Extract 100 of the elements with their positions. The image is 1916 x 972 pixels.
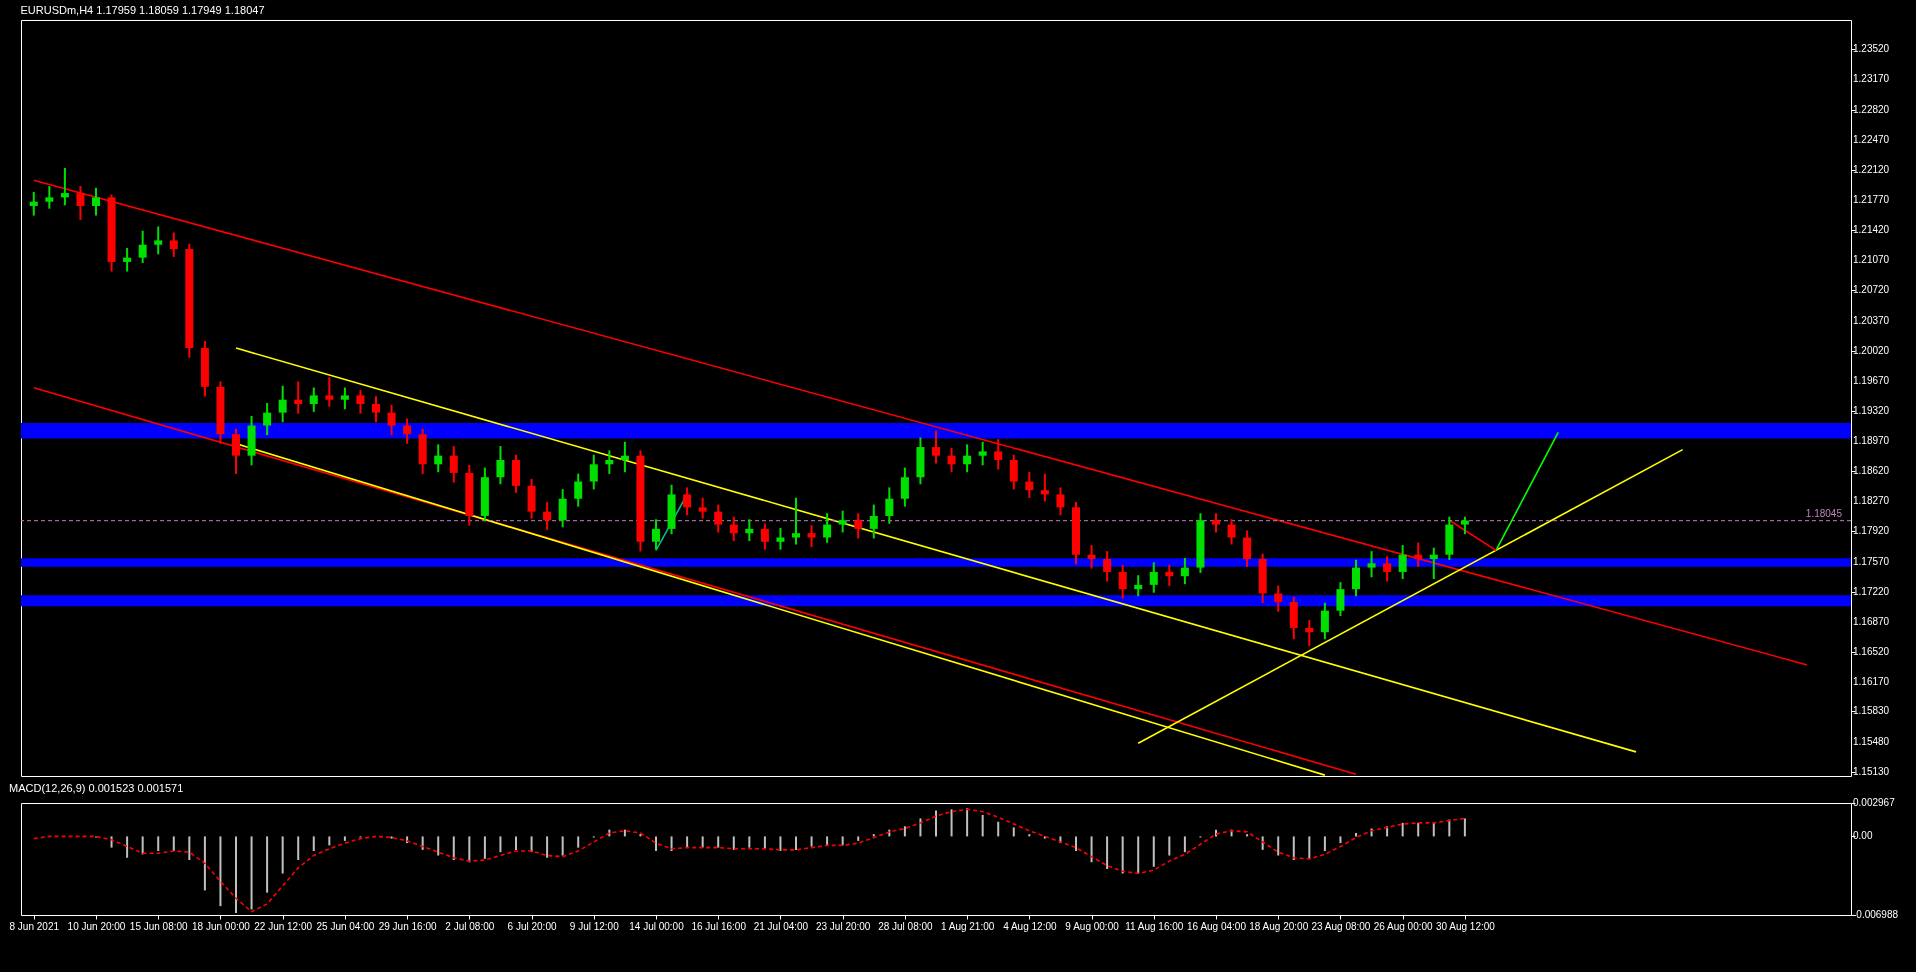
- bar: [1012, 827, 1015, 837]
- candlestick: [1118, 564, 1127, 599]
- y-tick-label: 1.16520: [1853, 646, 1890, 658]
- bar: [421, 836, 424, 850]
- y-tick-label: 0.002967: [1853, 797, 1896, 808]
- bar: [188, 836, 191, 861]
- bar: [841, 836, 844, 846]
- y-tick-label: -0.006988: [1853, 909, 1899, 920]
- x-tick-label: 4 Aug 12:00: [1003, 920, 1057, 932]
- y-tick-label: 1.21770: [1853, 193, 1890, 205]
- candlestick: [1134, 575, 1143, 597]
- bar: [997, 821, 1000, 837]
- bar: [515, 836, 517, 850]
- bar: [826, 836, 829, 846]
- y-tick-label: 1.17220: [1853, 585, 1890, 597]
- bar: [203, 836, 206, 891]
- bar: [483, 836, 486, 859]
- candlestick: [1103, 551, 1112, 582]
- candlestick: [574, 473, 583, 507]
- candlestick: [838, 510, 847, 533]
- candlestick: [169, 232, 178, 257]
- y-tick-label: 1.20020: [1853, 344, 1890, 356]
- candlestick: [652, 519, 660, 550]
- candlestick: [776, 527, 785, 550]
- candlestick: [1087, 545, 1096, 569]
- x-tick-label: 16 Aug 04:00: [1187, 920, 1247, 932]
- candlestick: [154, 226, 163, 255]
- x-tick-label: 18 Aug 20:00: [1249, 920, 1309, 932]
- candlestick: [869, 504, 878, 539]
- bar: [468, 836, 471, 863]
- y-tick-label: 1.23170: [1853, 73, 1890, 85]
- x-tick-label: 25 Jun 04:00: [316, 920, 375, 932]
- bar: [981, 815, 984, 837]
- y-tick-label: 1.20370: [1853, 314, 1890, 326]
- x-tick-label: 23 Jul 20:00: [815, 920, 871, 932]
- bar: [126, 836, 129, 858]
- x-tick-label: 21 Jul 04:00: [753, 920, 809, 932]
- bar: [966, 808, 969, 837]
- x-tick-label: 23 Aug 08:00: [1311, 920, 1371, 932]
- candlestick: [854, 513, 863, 539]
- bar: [732, 836, 735, 850]
- candlestick: [263, 403, 272, 436]
- candlestick: [978, 441, 987, 466]
- candlestick: [1149, 562, 1158, 593]
- y-tick-label: 1.17920: [1853, 525, 1890, 537]
- candlestick: [963, 444, 972, 473]
- candlestick: [745, 519, 754, 542]
- y-tick-label: 1.15480: [1853, 735, 1890, 747]
- bar: [1339, 836, 1342, 844]
- bar: [1106, 836, 1109, 870]
- candlestick: [325, 377, 334, 407]
- candlestick: [45, 186, 54, 209]
- bar: [1401, 822, 1404, 837]
- candlestick: [29, 192, 38, 216]
- bar: [810, 836, 813, 847]
- bar: [530, 836, 533, 853]
- x-tick-label: 14 Jul 00:00: [629, 920, 685, 932]
- candlestick: [496, 446, 505, 485]
- x-tick-label: 10 Jun 20:00: [67, 920, 126, 932]
- candlestick: [1227, 519, 1236, 545]
- candlestick: [947, 447, 956, 473]
- candlestick: [372, 396, 380, 423]
- candlestick: [309, 387, 318, 412]
- candlestick: [714, 504, 723, 533]
- bar: [343, 836, 346, 841]
- bar: [950, 809, 953, 837]
- bar: [763, 836, 766, 849]
- candlestick: [1056, 487, 1065, 516]
- candlestick: [1180, 558, 1189, 585]
- bar: [437, 836, 440, 856]
- bar: [1137, 836, 1140, 874]
- bar: [795, 836, 797, 850]
- x-tick-label: 29 Jun 16:00: [378, 920, 437, 932]
- y-tick-label: 1.20720: [1853, 284, 1890, 296]
- bar: [561, 836, 564, 856]
- x-tick-label: 9 Jul 12:00: [569, 920, 620, 932]
- bar: [250, 836, 253, 910]
- bar: [1152, 836, 1155, 867]
- candlestick: [92, 187, 100, 216]
- candlestick: [1243, 530, 1252, 567]
- line-series: [32, 808, 1466, 913]
- bar: [1277, 836, 1280, 856]
- candlestick: [1352, 559, 1360, 597]
- bar: [1121, 836, 1124, 874]
- x-tick-label: 2 Jul 08:00: [445, 920, 495, 932]
- x-tick-label: 16 Jul 16:00: [691, 920, 747, 932]
- candlestick: [434, 444, 443, 473]
- bar: [141, 836, 144, 855]
- x-tick-label: 26 Aug 00:00: [1373, 920, 1434, 932]
- y-tick-label: 1.21420: [1853, 224, 1890, 236]
- candlestick: [1320, 602, 1329, 640]
- candlestick: [76, 186, 85, 220]
- bar: [1308, 836, 1311, 859]
- x-tick-label: 8 Jun 2021: [9, 920, 60, 932]
- bar: [577, 836, 580, 848]
- candlestick: [900, 467, 909, 507]
- x-tick-label: 15 Jun 08:00: [129, 920, 189, 932]
- candlestick: [1398, 545, 1407, 579]
- candlestick: [683, 487, 692, 516]
- x-tick-label: 30 Aug 12:00: [1435, 920, 1496, 932]
